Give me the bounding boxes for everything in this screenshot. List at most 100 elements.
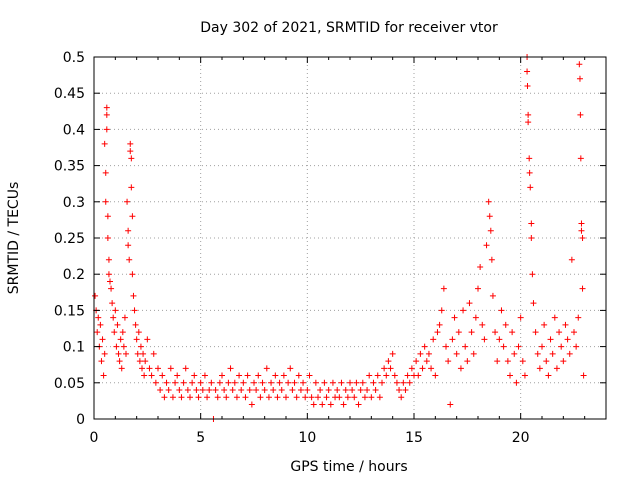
- data-point: [483, 242, 490, 249]
- data-point: [321, 379, 328, 386]
- data-point: [361, 394, 368, 401]
- data-point: [577, 155, 584, 162]
- data-point: [112, 307, 119, 314]
- data-point: [486, 213, 493, 220]
- data-point: [103, 126, 110, 133]
- data-point: [136, 358, 143, 365]
- data-point: [500, 343, 507, 350]
- data-point: [524, 68, 531, 75]
- data-point: [119, 329, 126, 336]
- data-point: [304, 387, 311, 394]
- data-point: [430, 336, 437, 343]
- data-point: [104, 213, 111, 220]
- data-point: [212, 387, 219, 394]
- data-point: [579, 235, 586, 241]
- data-point: [509, 329, 516, 336]
- data-point: [529, 271, 536, 278]
- x-axis-ticks: 0 5 10 15 20: [90, 57, 586, 446]
- data-point: [195, 394, 202, 401]
- data-point: [148, 372, 155, 379]
- data-point: [125, 227, 132, 234]
- y-tick-label: 0.1: [63, 340, 85, 356]
- data-point: [539, 343, 545, 350]
- x-tick-label: 10: [298, 430, 316, 446]
- data-point: [560, 358, 567, 365]
- data-point: [280, 372, 287, 379]
- data-point: [415, 372, 422, 379]
- data-point: [102, 169, 109, 176]
- data-point: [244, 372, 251, 379]
- data-point: [123, 350, 129, 357]
- data-point: [216, 379, 223, 386]
- data-point: [172, 379, 179, 386]
- data-point: [434, 329, 441, 336]
- data-point: [236, 372, 243, 379]
- data-point: [460, 307, 467, 314]
- data-point: [127, 140, 134, 147]
- data-point: [268, 379, 275, 386]
- data-point: [526, 155, 533, 162]
- data-point: [526, 169, 533, 176]
- data-point: [274, 394, 281, 401]
- data-point: [325, 387, 332, 394]
- data-point: [101, 350, 108, 357]
- data-point: [573, 343, 580, 350]
- chart-title: Day 302 of 2021, SRMTID for receiver vto…: [200, 20, 498, 36]
- data-point: [135, 329, 142, 336]
- data-point: [104, 235, 111, 241]
- data-point: [94, 329, 101, 336]
- data-point: [543, 358, 550, 365]
- data-point: [553, 365, 560, 372]
- data-point: [575, 314, 582, 321]
- data-point: [144, 336, 151, 343]
- data-point: [150, 350, 157, 357]
- data-point: [477, 263, 484, 270]
- data-point: [107, 278, 113, 285]
- data-point: [248, 401, 255, 408]
- data-point: [385, 358, 392, 365]
- data-point: [133, 336, 140, 343]
- data-point: [578, 227, 585, 234]
- data-point: [457, 365, 464, 372]
- data-point: [204, 394, 211, 401]
- data-point: [525, 119, 532, 126]
- data-point: [128, 155, 135, 162]
- data-point: [287, 365, 294, 372]
- data-point: [180, 379, 187, 386]
- data-point: [545, 372, 552, 379]
- data-point: [126, 256, 133, 263]
- data-point: [208, 379, 215, 386]
- data-point: [342, 387, 349, 394]
- data-point: [364, 387, 371, 394]
- data-point: [436, 321, 443, 328]
- data-point: [492, 329, 499, 336]
- data-point: [455, 329, 462, 336]
- data-point: [489, 292, 496, 299]
- data-point: [327, 401, 334, 408]
- data-point: [319, 401, 326, 408]
- data-point: [257, 394, 264, 401]
- y-tick-label: 0.45: [54, 86, 85, 102]
- data-point: [139, 365, 145, 372]
- data-point: [566, 350, 573, 357]
- data-point: [214, 394, 221, 401]
- data-point: [423, 358, 430, 365]
- data-point: [278, 387, 285, 394]
- data-point: [272, 372, 279, 379]
- data-point: [445, 358, 452, 365]
- data-point: [466, 300, 473, 307]
- data-point: [291, 379, 298, 386]
- data-point: [389, 350, 396, 357]
- data-point: [519, 358, 526, 365]
- y-tick-label: 0.2: [63, 267, 85, 283]
- y-axis-label: SRMTID / TECUs: [6, 182, 22, 295]
- data-point: [576, 61, 583, 68]
- grid-lines: [94, 57, 606, 419]
- data-point: [129, 271, 136, 278]
- data-point: [227, 365, 234, 372]
- data-point: [338, 379, 345, 386]
- data-point: [562, 321, 569, 328]
- y-axis-ticks: 0 0.05 0.1 0.15 0.2 0.25 0.3 0.35 0.4 0.45 0.5: [54, 50, 606, 428]
- data-point: [259, 379, 266, 386]
- data-point: [485, 198, 492, 205]
